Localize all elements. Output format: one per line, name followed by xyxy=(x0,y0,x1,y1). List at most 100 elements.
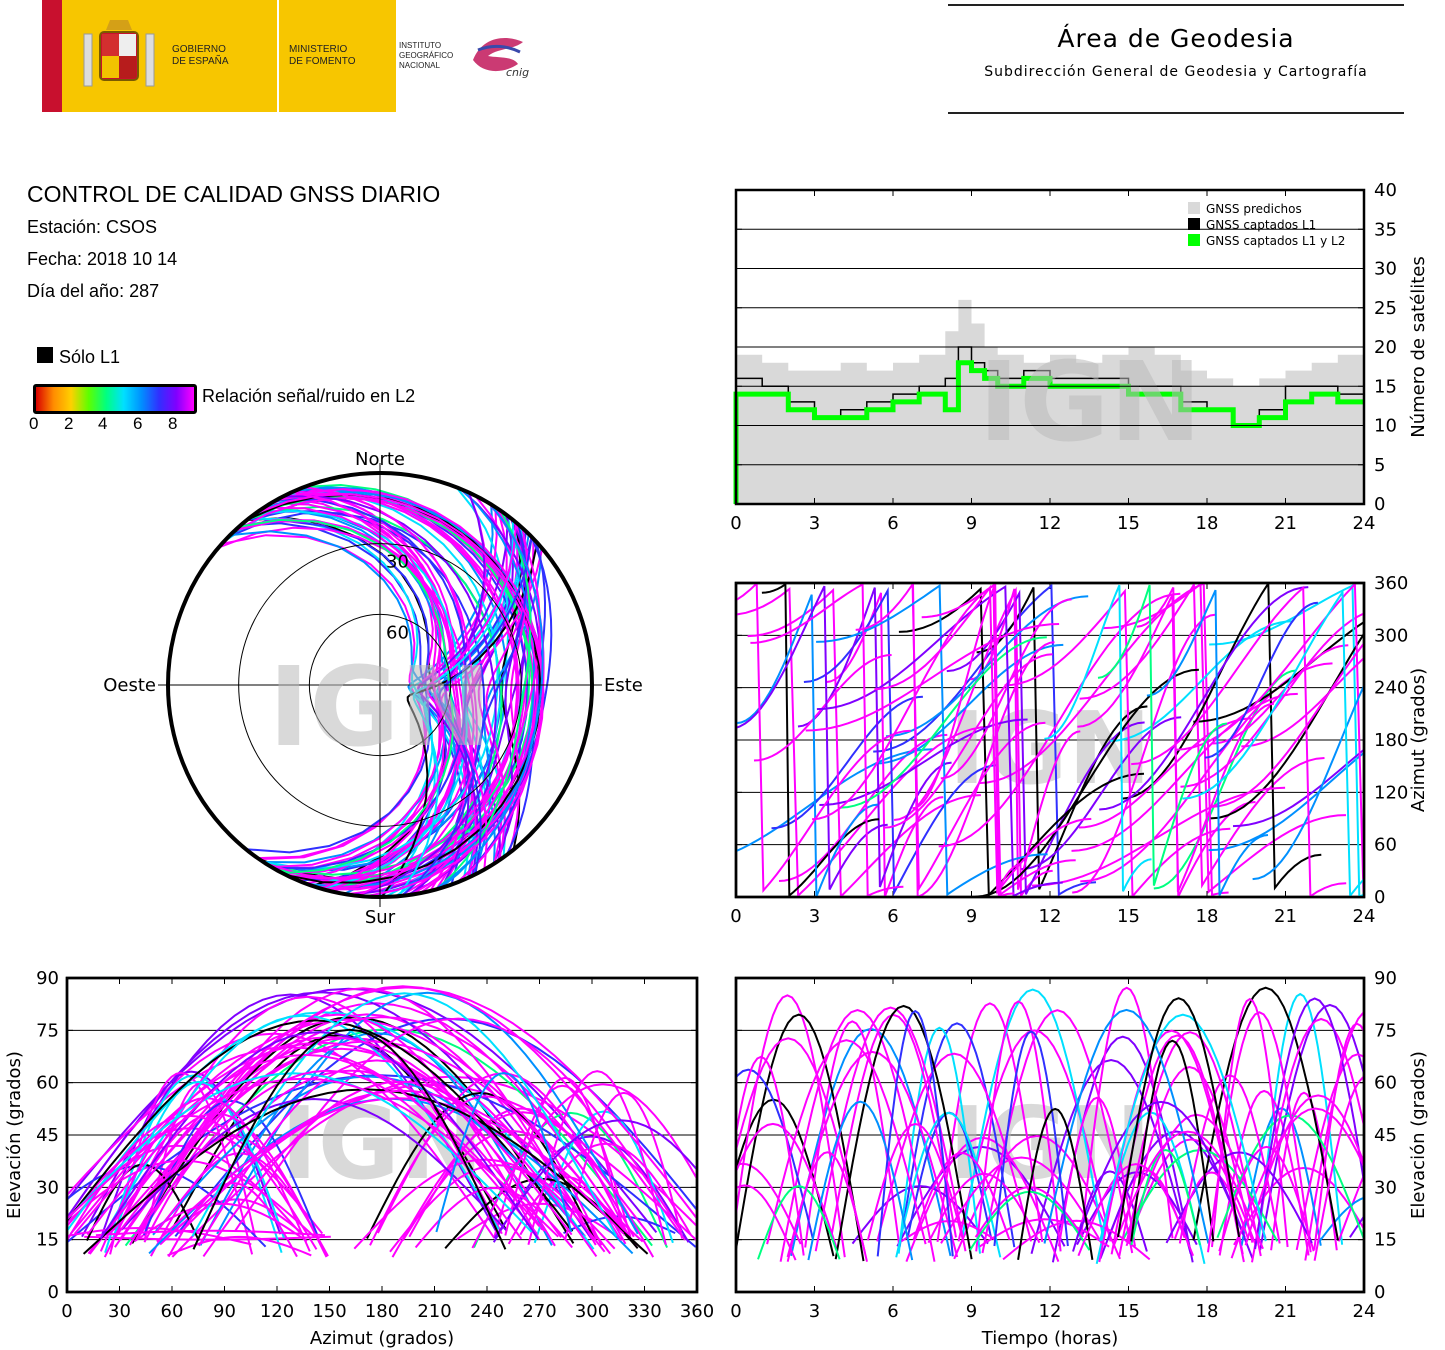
satellite-track xyxy=(804,1020,901,1248)
sky-track xyxy=(272,498,467,870)
y-tick-label: 10 xyxy=(1374,416,1397,437)
x-tick-label: 120 xyxy=(260,1301,294,1322)
area-title: Área de Geodesia xyxy=(1057,24,1295,53)
x-axis-label: Tiempo (horas) xyxy=(981,1328,1119,1349)
cnig-logo-text: cnig xyxy=(506,66,529,79)
x-tick-label: 300 xyxy=(575,1301,609,1322)
y-tick-label: 15 xyxy=(36,1230,59,1251)
x-tick-label: 3 xyxy=(809,1301,820,1322)
y-tick-label: 0 xyxy=(48,1282,59,1303)
series-area-predicted xyxy=(736,299,1364,504)
satellite-track xyxy=(1232,748,1364,828)
satellite-track xyxy=(167,1235,312,1257)
satellite-track xyxy=(1251,1017,1364,1263)
legend-entry: GNSS captados L1 y L2 xyxy=(1206,234,1345,248)
ign-watermark: IGN xyxy=(949,690,1152,807)
sky-track xyxy=(262,491,499,870)
satellite-track xyxy=(757,1185,841,1260)
satellite-track xyxy=(86,1036,573,1236)
satellite-track xyxy=(1130,1148,1201,1246)
x-tick-label: 18 xyxy=(1196,1301,1219,1322)
x-tick-label: 15 xyxy=(1117,906,1140,927)
coat-of-arms-icon xyxy=(83,20,155,87)
flag-stripe xyxy=(42,0,62,112)
satellite-track xyxy=(978,583,1229,897)
satellite-track xyxy=(1212,644,1349,745)
ign-line-3: NACIONAL xyxy=(399,61,440,70)
y-tick-label: 0 xyxy=(1374,887,1385,908)
legend-swatch xyxy=(1188,202,1200,214)
satellite-track xyxy=(957,1029,1112,1242)
satellite-track xyxy=(778,733,948,882)
plot-frame xyxy=(734,976,1366,1294)
satellite-track xyxy=(1111,1130,1264,1250)
satellite-track xyxy=(1071,692,1298,852)
satellite-track xyxy=(1079,986,1174,1239)
satellite-track xyxy=(152,1075,585,1236)
satellite-tracks xyxy=(67,985,697,1258)
x-tick-label: 15 xyxy=(1117,513,1140,534)
y-tick-label: 40 xyxy=(1374,180,1397,201)
ministerio-line-2: DE FOMENTO xyxy=(289,56,356,67)
satellite-track xyxy=(67,991,593,1240)
x-axis-label: Azimut (grados) xyxy=(310,1328,454,1349)
satellite-track xyxy=(1207,1011,1312,1253)
satellite-track xyxy=(67,1072,533,1233)
satellite-track xyxy=(129,987,597,1246)
ign-watermark: IGN xyxy=(268,643,491,771)
satellite-track xyxy=(1210,641,1364,808)
satellite-track xyxy=(1313,1022,1364,1250)
l1-only-swatch xyxy=(37,347,53,363)
satellite-track xyxy=(961,988,1104,1237)
x-tick-label: 180 xyxy=(365,1301,399,1322)
l1-only-label: Sólo L1 xyxy=(59,347,121,367)
x-tick-label: 18 xyxy=(1196,906,1219,927)
satellite-track xyxy=(1117,997,1241,1238)
satellite-track xyxy=(736,1055,805,1256)
satellite-track xyxy=(797,587,952,888)
satellite-track xyxy=(1118,1031,1262,1257)
y-tick-label: 15 xyxy=(1374,1230,1397,1251)
satellite-track xyxy=(753,654,892,762)
satellite-track xyxy=(940,598,1072,780)
ign-line-2: GEOGRÁFICO xyxy=(399,51,454,60)
satellite-track xyxy=(142,1099,319,1236)
satellite-track xyxy=(1002,1219,1151,1261)
legend-entry: GNSS predichos xyxy=(1206,202,1302,216)
snr-tick-8: 8 xyxy=(168,414,178,433)
satellite-track xyxy=(1017,1107,1094,1260)
satellite-track xyxy=(353,1158,616,1250)
satellite-track xyxy=(993,1030,1069,1247)
sky-track xyxy=(254,509,468,890)
y-axis-label: Elevación (grados) xyxy=(1408,1051,1429,1219)
satellite-track xyxy=(1241,656,1364,748)
ign-watermark: IGN xyxy=(978,338,1201,466)
sky-track xyxy=(230,530,457,897)
satellite-track xyxy=(1204,601,1319,759)
satellite-track xyxy=(912,583,1021,890)
y-axis-label: Número de satélites xyxy=(1408,256,1429,438)
y-tick-label: 0 xyxy=(1374,494,1385,515)
satellite-track xyxy=(112,1016,654,1241)
y-tick-label: 90 xyxy=(1374,968,1397,989)
x-tick-label: 9 xyxy=(966,906,977,927)
satellite-track xyxy=(761,583,880,897)
satellite-track xyxy=(1252,683,1364,881)
satellite-track xyxy=(840,636,1047,809)
satellite-track xyxy=(912,1151,1011,1241)
x-tick-label: 60 xyxy=(161,1301,184,1322)
snr-colorbar xyxy=(33,384,197,414)
x-tick-label: 150 xyxy=(312,1301,346,1322)
area-title-box: Área de Geodesia Subdirección General de… xyxy=(948,4,1404,114)
satellite-track xyxy=(1078,717,1252,829)
satellite-tracks xyxy=(736,583,1364,897)
sky-tracks xyxy=(218,483,553,897)
satellite-track xyxy=(1240,1107,1322,1246)
sky-track xyxy=(399,519,541,897)
sky-track xyxy=(397,519,514,897)
satellite-track xyxy=(1173,1171,1250,1240)
y-tick-label: 60 xyxy=(1374,1073,1397,1094)
satellite-track xyxy=(389,1164,606,1253)
y-tick-label: 90 xyxy=(36,968,59,989)
x-tick-label: 18 xyxy=(1196,513,1219,534)
